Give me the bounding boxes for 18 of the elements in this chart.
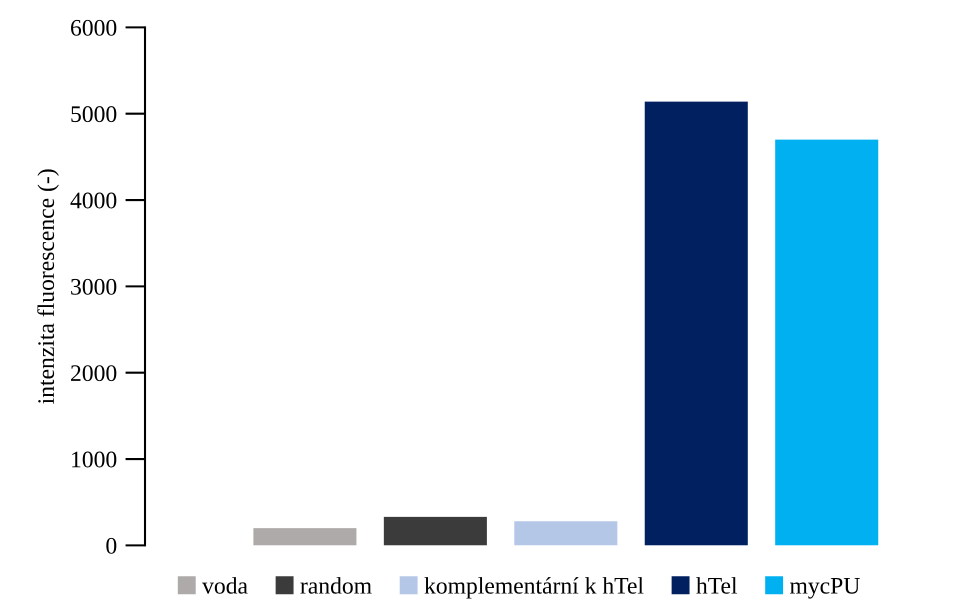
bar	[253, 528, 356, 546]
bar	[384, 516, 487, 546]
bar	[644, 102, 748, 546]
legend-label: mycPU	[790, 578, 860, 599]
y-axis-title: intenzita fluorescence (-)	[37, 169, 59, 404]
legend-label: random	[300, 577, 372, 594]
bar	[775, 140, 878, 546]
y-tick-label: 6000	[71, 20, 116, 36]
y-tick-label: 0	[106, 538, 116, 554]
legend-label: komplementární k hTel	[424, 577, 644, 599]
y-tick-label: 3000	[71, 278, 116, 295]
bar	[514, 521, 618, 546]
y-tick-label: 4000	[70, 192, 116, 208]
y-tick-label: 2000	[71, 365, 116, 382]
legend-label: voda	[202, 577, 248, 594]
y-tick-label: 5000	[71, 106, 116, 122]
y-tick-label: 1000	[72, 452, 116, 468]
legend-label: hTel	[696, 577, 738, 594]
